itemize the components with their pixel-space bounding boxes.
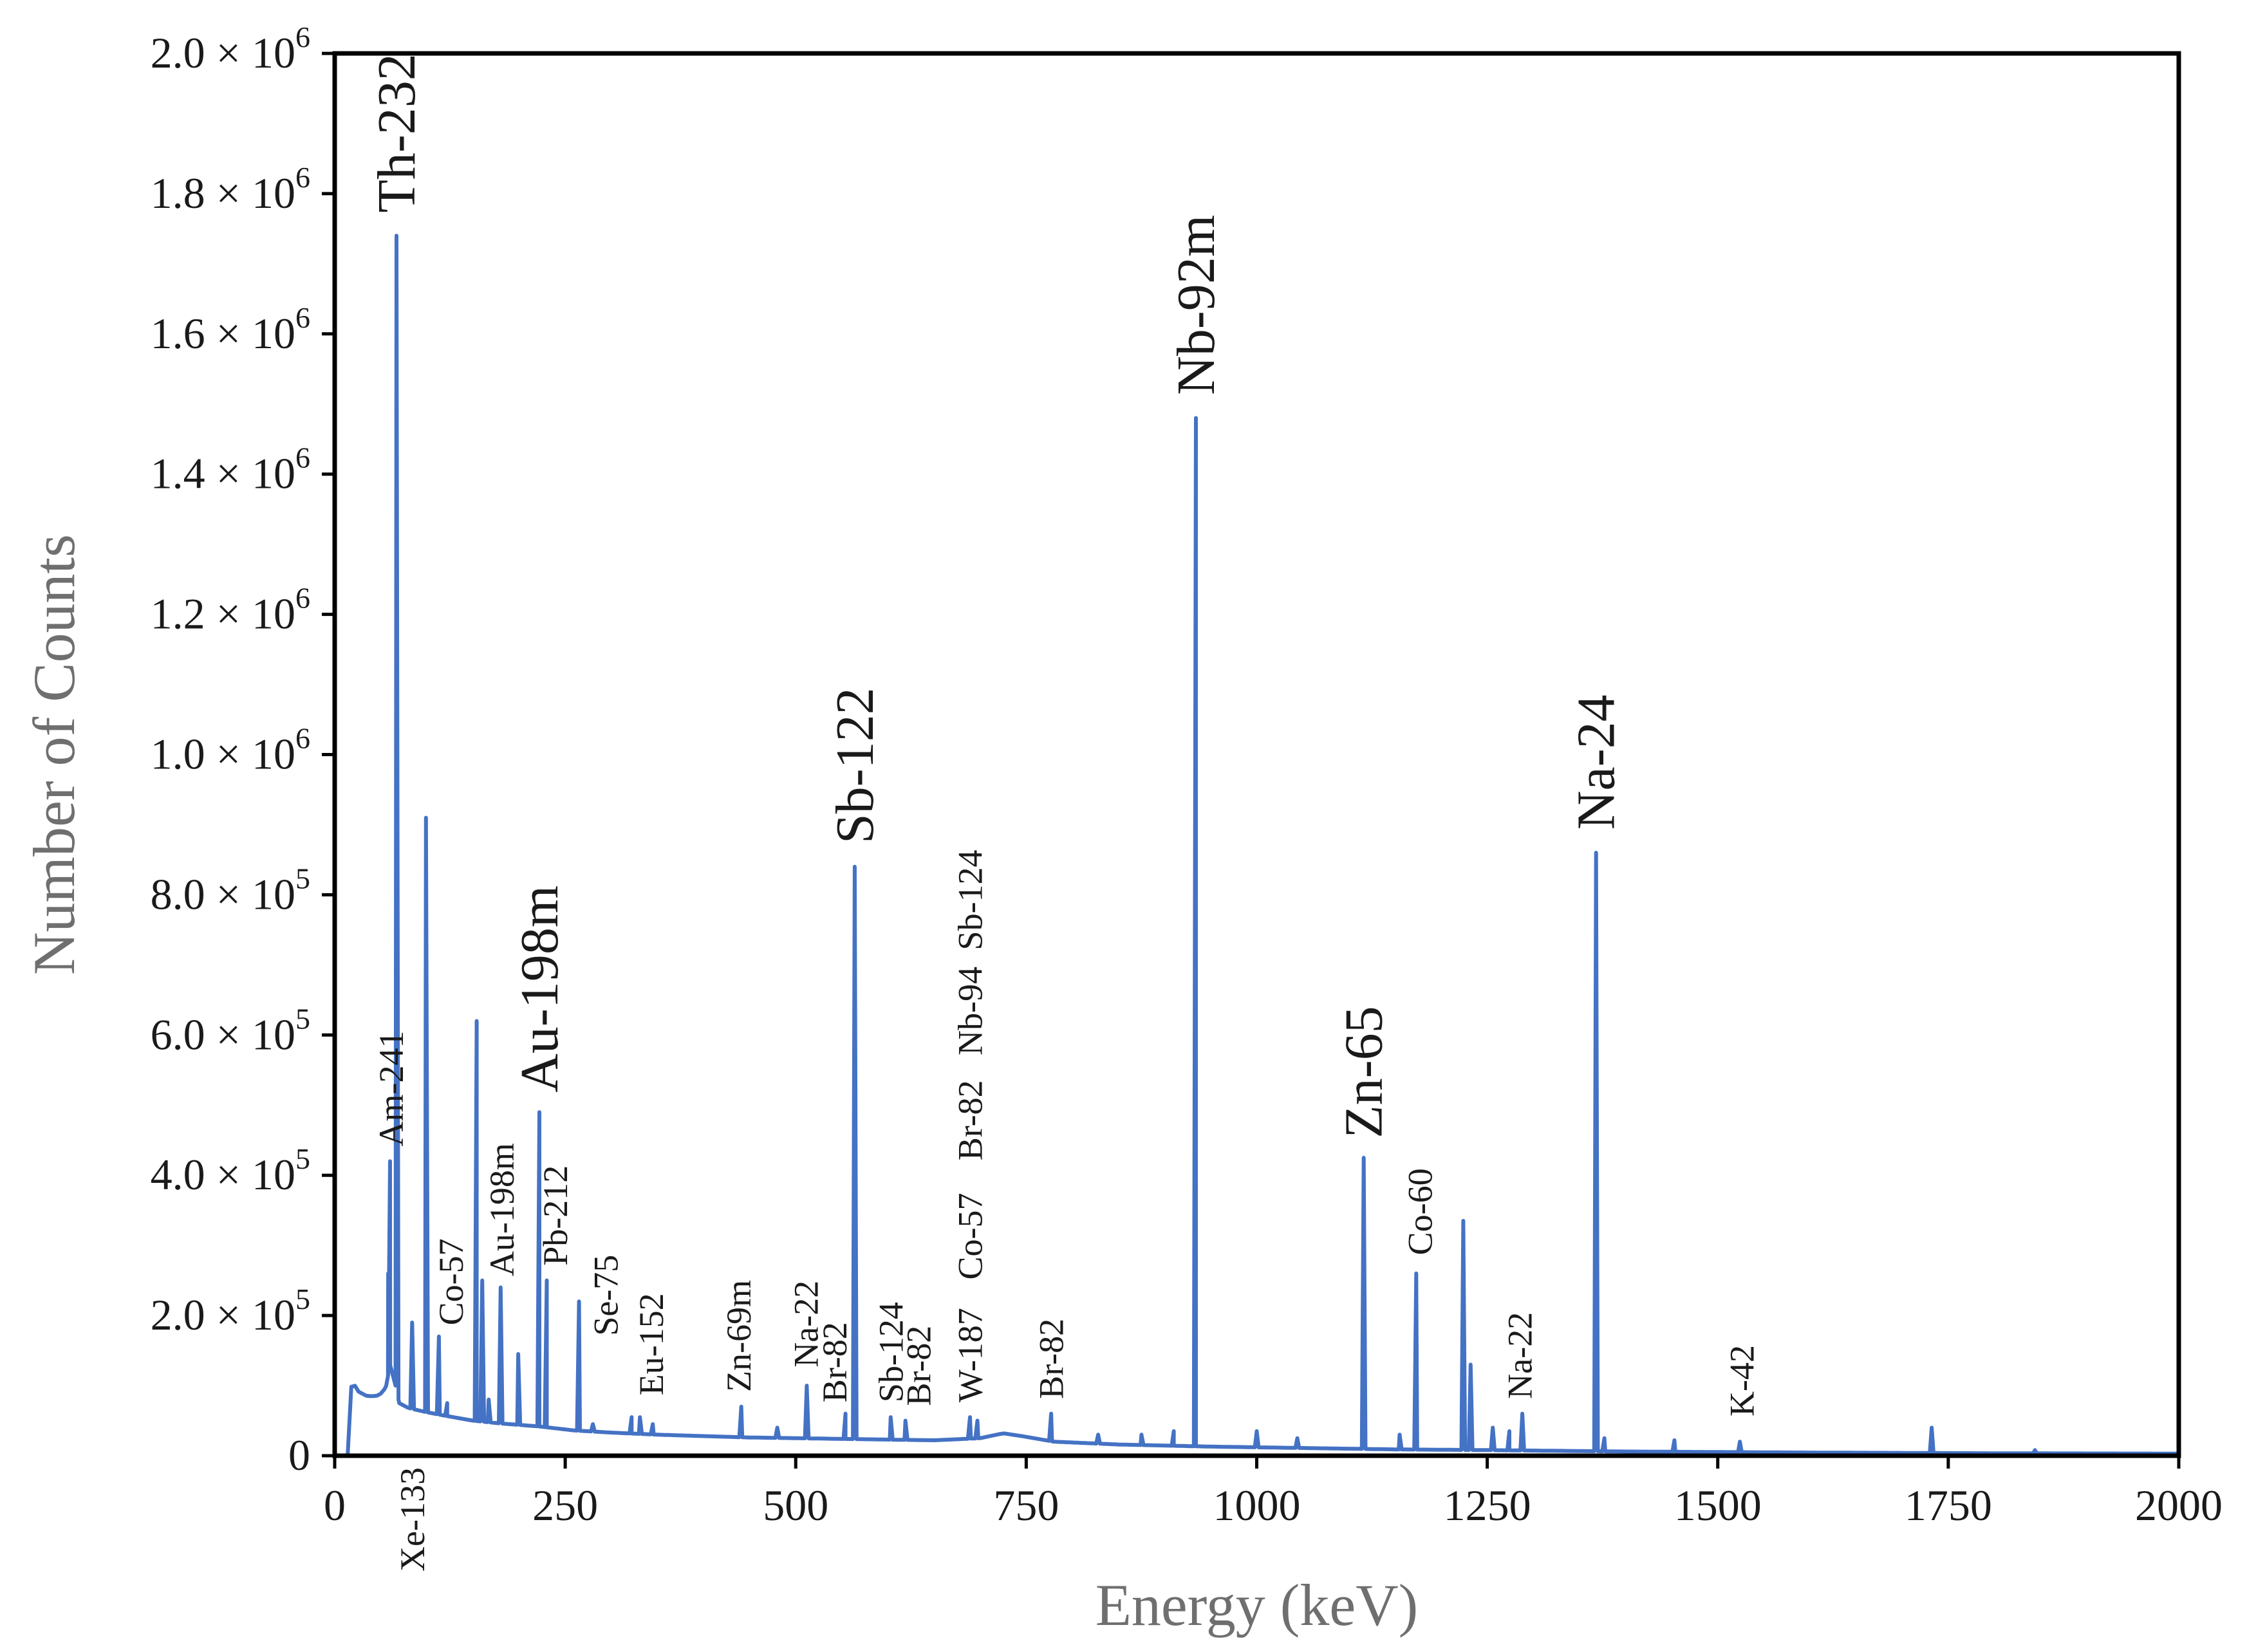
y-tick-mantissa: 2.0 × 10 [151, 28, 295, 77]
peak-label: Br-82 [899, 1326, 938, 1406]
x-tick-label: 1500 [1674, 1481, 1762, 1530]
peak-label: Br-82 [816, 1322, 854, 1402]
y-tick-label: 1.4 × 106 [151, 441, 310, 498]
y-tick-exponent: 6 [295, 301, 310, 334]
peak-label: Nb-92m [1166, 215, 1226, 395]
peak-label: Th-232 [367, 53, 427, 212]
x-tick-label: 500 [763, 1481, 828, 1530]
x-tick-label: 0 [324, 1481, 346, 1530]
peak-label: Na-22 [1500, 1312, 1539, 1399]
peak-label: Na-24 [1567, 694, 1627, 830]
y-tick-label: 1.8 × 106 [151, 161, 310, 218]
peak-label: Eu-152 [632, 1293, 671, 1395]
y-tick-label: 1.6 × 106 [151, 301, 310, 358]
y-tick-mantissa: 2.0 × 10 [151, 1290, 295, 1339]
peak-label: Zn-69m [720, 1280, 758, 1392]
peak-label: Sb-122 [825, 687, 885, 844]
peak-label: Nb-94 [951, 967, 990, 1055]
y-tick-mantissa: 8.0 × 10 [151, 869, 295, 918]
y-tick-label: 1.0 × 106 [151, 722, 310, 779]
y-tick-label: 2.0 × 105 [151, 1283, 310, 1339]
peak-label: Zn-65 [1334, 1006, 1394, 1138]
x-axis-title: Energy (keV) [1096, 1572, 1419, 1638]
y-tick-mantissa: 1.8 × 10 [151, 169, 295, 218]
series-layer [346, 234, 2179, 1458]
y-tick-label: 8.0 × 105 [151, 862, 310, 918]
x-tick-label: 1750 [1905, 1481, 1992, 1530]
y-tick-exponent: 6 [295, 582, 310, 615]
peak-label: Br-82 [1032, 1319, 1071, 1399]
x-tick-label: 1000 [1213, 1481, 1301, 1530]
peak-label: Se-75 [587, 1255, 626, 1336]
x-tick-label: 750 [993, 1481, 1059, 1530]
peak-label: Br-82 [951, 1080, 990, 1160]
y-axis-title: Number of Counts [21, 534, 87, 975]
y-tick-exponent: 6 [295, 441, 310, 474]
x-tick-label: 1250 [1444, 1481, 1531, 1530]
series-line-0 [346, 234, 2179, 1458]
peak-label: Co-57 [951, 1193, 990, 1280]
y-tick-mantissa: 1.6 × 10 [151, 309, 295, 358]
y-tick-exponent: 5 [295, 862, 310, 895]
y-tick-exponent: 6 [295, 21, 310, 53]
y-tick-mantissa: 1.0 × 10 [151, 730, 295, 779]
peak-label: Xe-133 [393, 1467, 432, 1572]
peak-label: Pb-212 [536, 1165, 575, 1266]
peak-label: Am-241 [372, 1031, 411, 1147]
peak-label: Co-57 [432, 1238, 471, 1325]
peak-label: W-187 [951, 1308, 990, 1402]
y-tick-label: 0 [288, 1431, 310, 1480]
y-tick-label: 2.0 × 106 [151, 21, 310, 77]
annotation-layer: Th-232 Nb-92m Sb-122 Na-24 Au-198m Zn-65 Am-24… [367, 53, 1762, 1572]
y-tick-exponent: 5 [295, 1283, 310, 1315]
peak-label: Co-60 [1401, 1168, 1440, 1255]
y-tick-mantissa: 6.0 × 10 [151, 1010, 295, 1059]
y-tick-exponent: 6 [295, 722, 310, 755]
y-tick-label: 6.0 × 105 [151, 1002, 310, 1059]
y-tick-mantissa: 1.4 × 10 [151, 449, 295, 498]
y-tick-label: 1.2 × 106 [151, 582, 310, 638]
y-tick-exponent: 5 [295, 1002, 310, 1035]
y-tick-label: 4.0 × 105 [151, 1142, 310, 1199]
x-tick-label: 2000 [2135, 1481, 2223, 1530]
x-tick-label: 250 [532, 1481, 598, 1530]
y-tick-mantissa: 1.2 × 10 [151, 589, 295, 638]
peak-label: Na-22 [787, 1281, 826, 1368]
peak-label: Au-198m [483, 1143, 521, 1276]
peak-label: Au-198m [510, 886, 570, 1093]
peak-label: Sb-124 [951, 849, 990, 950]
peak-label: K-42 [1723, 1345, 1762, 1416]
y-tick-exponent: 6 [295, 161, 310, 194]
peak-label: Sb-124 [872, 1302, 910, 1402]
y-tick-mantissa: 0 [288, 1431, 310, 1480]
y-tick-exponent: 5 [295, 1142, 310, 1175]
y-tick-mantissa: 4.0 × 10 [151, 1150, 295, 1199]
